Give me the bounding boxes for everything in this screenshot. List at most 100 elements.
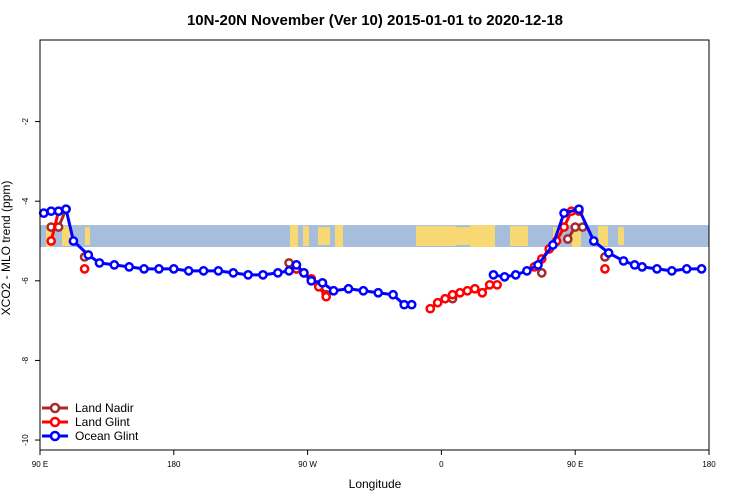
data-point-ocean-glint xyxy=(306,275,317,286)
data-point-ocean-glint xyxy=(343,283,354,294)
data-point-ocean-glint xyxy=(291,260,302,270)
map-land xyxy=(416,226,456,246)
data-point-ocean-glint xyxy=(83,250,94,260)
map-land xyxy=(318,227,330,245)
chart-title: 10N-20N November (Ver 10) 2015-01-01 to … xyxy=(187,12,563,29)
series-line-ocean-glint xyxy=(43,207,412,307)
data-point-land-glint xyxy=(447,289,458,300)
data-point-ocean-glint xyxy=(488,270,499,280)
series-ocean-glint xyxy=(38,204,707,310)
x-tick-label: 90 W xyxy=(298,460,317,469)
x-tick-label: 90 E xyxy=(567,460,583,469)
data-point-ocean-glint xyxy=(258,270,268,280)
legend-label-land-nadir: Land Nadir xyxy=(75,401,134,415)
map-band xyxy=(40,225,709,247)
data-point-ocean-glint xyxy=(406,299,417,310)
data-point-ocean-glint xyxy=(637,262,647,272)
data-point-land-nadir xyxy=(284,258,294,268)
data-point-ocean-glint xyxy=(243,270,253,280)
data-point-ocean-glint xyxy=(109,260,120,270)
map-land xyxy=(290,225,298,247)
data-point-ocean-glint xyxy=(681,264,692,274)
x-axis-label: Longitude xyxy=(349,477,402,491)
data-point-ocean-glint xyxy=(588,236,599,246)
data-point-ocean-glint xyxy=(124,262,135,272)
data-point-land-glint xyxy=(46,236,57,246)
data-point-land-glint xyxy=(477,287,488,298)
plot-frame xyxy=(39,39,710,451)
map-land xyxy=(62,226,72,246)
data-point-ocean-glint xyxy=(213,266,224,276)
data-point-ocean-glint xyxy=(358,285,369,296)
data-point-ocean-glint xyxy=(618,256,629,266)
data-point-ocean-glint xyxy=(666,266,677,276)
data-point-ocean-glint xyxy=(38,208,49,219)
x-tick-label: 90 E xyxy=(32,460,48,469)
map-land xyxy=(510,226,528,246)
data-point-ocean-glint xyxy=(139,264,149,274)
data-point-ocean-glint xyxy=(399,299,410,310)
data-point-ocean-glint xyxy=(53,206,64,217)
legend-item-ocean-glint: Ocean Glint xyxy=(42,429,139,443)
axis-ticks: 90 E 180 90 W 0 90 E 180 -2 -4 -6 -8 -10 xyxy=(21,118,716,469)
legend-item-land-nadir: Land Nadir xyxy=(42,401,134,415)
data-point-ocean-glint xyxy=(652,264,662,274)
data-point-land-glint xyxy=(484,279,495,290)
data-point-ocean-glint xyxy=(228,268,239,278)
x-tick-label: 0 xyxy=(439,460,444,469)
data-point-land-nadir xyxy=(536,268,547,278)
data-point-ocean-glint xyxy=(522,266,532,276)
map-ocean xyxy=(40,225,709,247)
data-point-ocean-glint xyxy=(559,208,569,219)
data-point-ocean-glint xyxy=(299,268,309,278)
data-point-ocean-glint xyxy=(388,289,398,300)
data-point-ocean-glint xyxy=(499,271,510,282)
data-point-land-glint xyxy=(432,297,443,308)
data-point-ocean-glint xyxy=(629,260,640,270)
y-tick-label: -4 xyxy=(21,197,30,205)
data-point-ocean-glint xyxy=(61,204,71,215)
map-land xyxy=(303,226,309,246)
map-land xyxy=(335,225,343,247)
legend-item-land-glint: Land Glint xyxy=(42,415,130,429)
y-tick-label: -10 xyxy=(21,434,30,446)
data-point-ocean-glint xyxy=(510,270,521,280)
data-point-ocean-glint xyxy=(328,285,339,296)
data-point-ocean-glint xyxy=(198,266,209,276)
series-layer xyxy=(38,204,707,314)
data-point-ocean-glint xyxy=(696,264,707,274)
data-point-ocean-glint xyxy=(574,204,584,215)
map-land xyxy=(598,226,608,246)
data-point-ocean-glint xyxy=(68,236,79,246)
legend-label-ocean-glint: Ocean Glint xyxy=(75,429,139,443)
series-land-glint xyxy=(46,204,610,314)
data-point-land-glint xyxy=(492,279,502,290)
data-point-land-glint xyxy=(425,303,436,314)
data-point-land-glint xyxy=(600,264,610,274)
y-tick-label: -8 xyxy=(21,356,30,364)
data-point-ocean-glint xyxy=(548,240,558,250)
data-point-land-nadir xyxy=(570,222,581,232)
data-point-ocean-glint xyxy=(154,264,164,274)
data-point-land-glint xyxy=(79,264,90,274)
data-point-land-nadir xyxy=(562,234,573,244)
map-land xyxy=(85,227,90,245)
data-point-land-glint xyxy=(321,291,332,302)
data-point-ocean-glint xyxy=(284,266,294,276)
data-point-land-glint xyxy=(455,287,465,298)
y-axis-label: XCO2 - MLO trend (ppm) xyxy=(0,181,13,316)
data-point-ocean-glint xyxy=(533,260,543,270)
y-tick-label: -2 xyxy=(21,118,30,126)
legend: Land Nadir Land Glint Ocean Glint xyxy=(42,401,139,443)
data-point-land-glint xyxy=(462,285,473,296)
data-point-ocean-glint xyxy=(603,248,614,258)
map-land xyxy=(572,225,581,247)
data-point-ocean-glint xyxy=(46,206,57,217)
data-point-land-glint xyxy=(440,293,450,304)
map-land xyxy=(46,225,53,247)
x-tick-label: 180 xyxy=(167,460,181,469)
map-land xyxy=(618,227,624,245)
legend-label-land-glint: Land Glint xyxy=(75,415,130,429)
y-tick-label: -6 xyxy=(21,277,30,285)
